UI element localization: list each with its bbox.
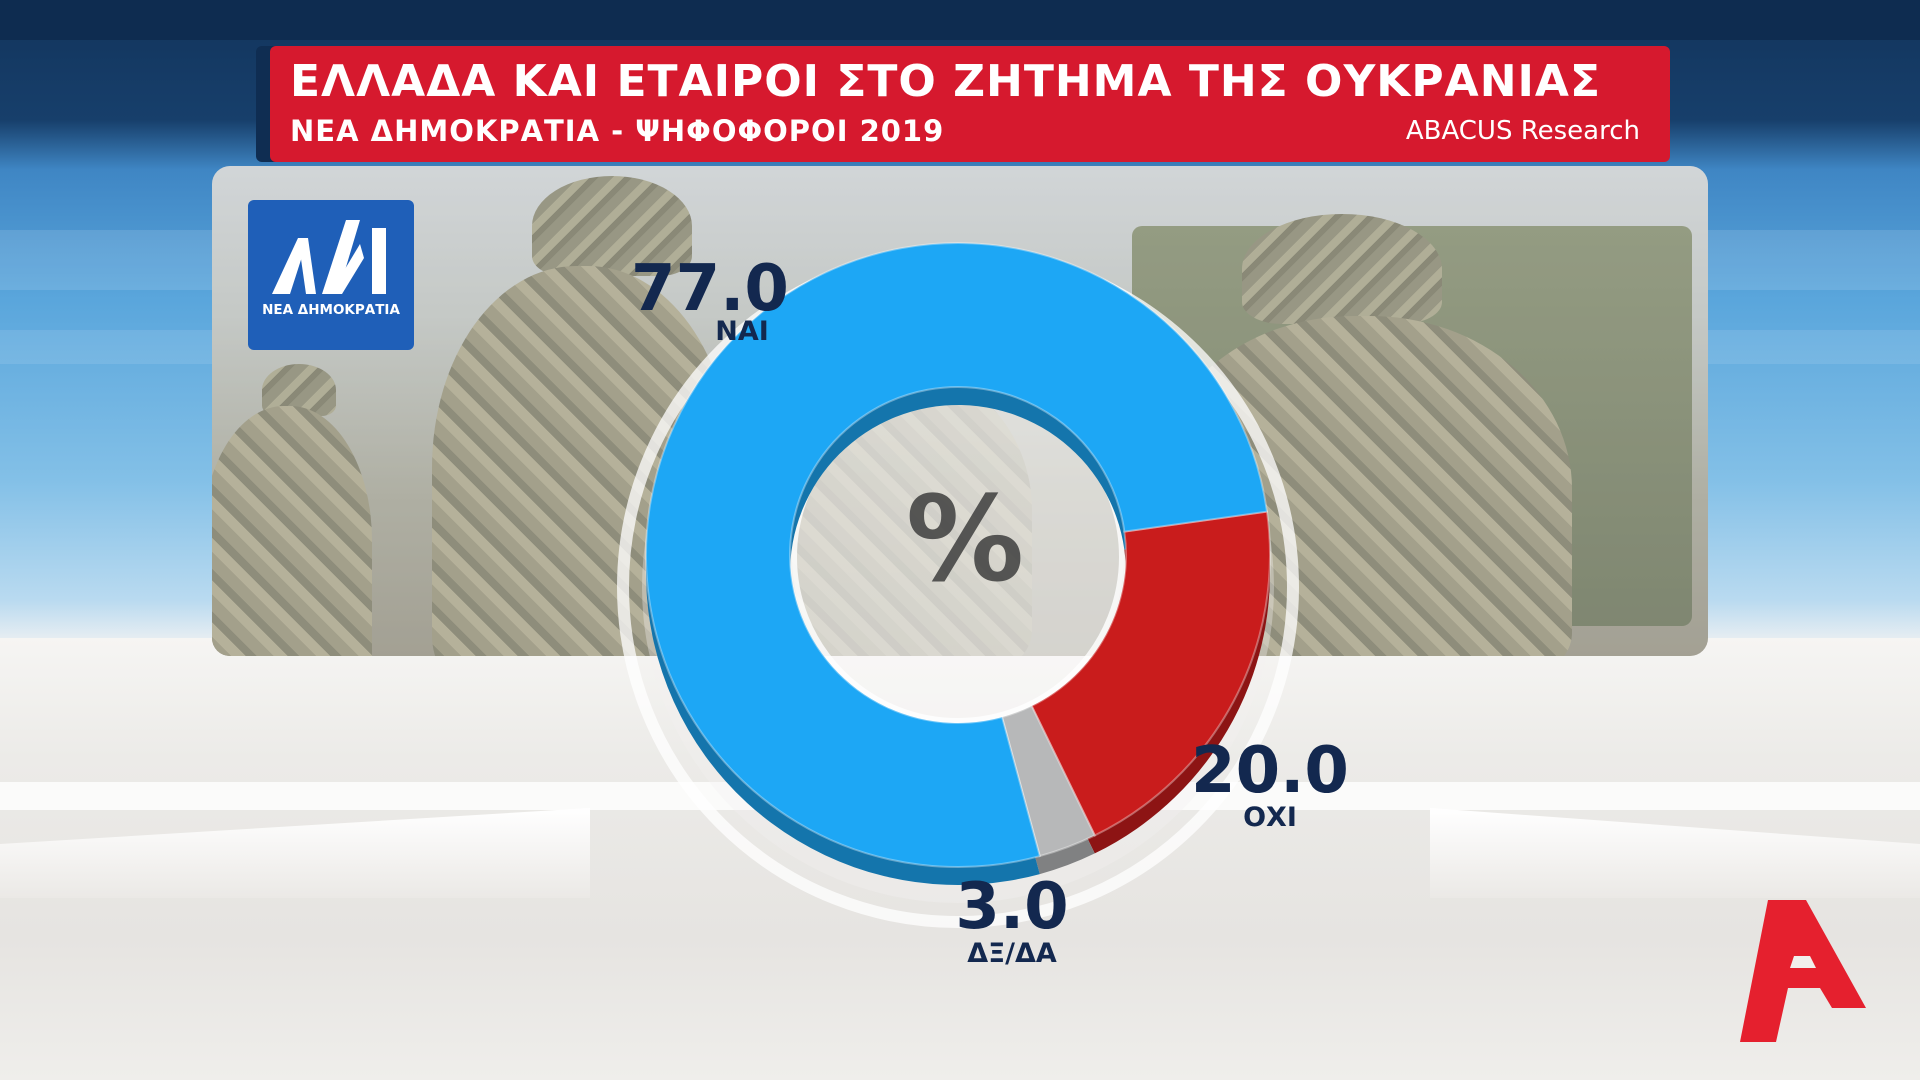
chart-title: ΕΛΛΑΔΑ ΚΑΙ ΕΤΑΙΡΟΙ ΣΤΟ ΖΗΤΗΜΑ ΤΗΣ ΟΥΚΡΑΝ… (290, 56, 1602, 107)
slice-yes (644, 242, 1269, 868)
source-label: ABACUS Research (1405, 116, 1640, 146)
helmet (1242, 214, 1442, 324)
slice-undecided (1000, 704, 1097, 858)
party-logo-icon (272, 220, 386, 294)
value-label-no: 20.0 (1191, 734, 1349, 808)
value-label-undecided: 3.0 (955, 870, 1068, 944)
soldier-figure (212, 406, 372, 656)
center-percent-symbol: % (906, 470, 1024, 608)
channel-logo-icon (1740, 900, 1866, 1042)
background-top-stripe (0, 0, 1920, 40)
helmet (532, 176, 692, 276)
value-label-yes: 77.0 (631, 252, 789, 326)
category-label-no: ΟΧΙ (1243, 802, 1297, 833)
category-label-yes: ΝΑΙ (715, 316, 769, 347)
chart-subtitle: ΝΕΑ ΔΗΜΟΚΡΑΤΙΑ - ΨΗΦΟΦΟΡΟΙ 2019 (290, 114, 945, 148)
title-bar: ΕΛΛΑΔΑ ΚΑΙ ΕΤΑΙΡΟΙ ΣΤΟ ΖΗΤΗΜΑ ΤΗΣ ΟΥΚΡΑΝ… (270, 46, 1670, 162)
donut-slices (644, 242, 1271, 885)
slice-no (1030, 510, 1271, 837)
party-logo: ΝΕΑ ΔΗΜΟΚΡΑΤΙΑ (248, 200, 414, 350)
party-logo-text: ΝΕΑ ΔΗΜΟΚΡΑΤΙΑ (262, 302, 400, 318)
category-label-undecided: ΔΞ/ΔΑ (967, 938, 1057, 969)
